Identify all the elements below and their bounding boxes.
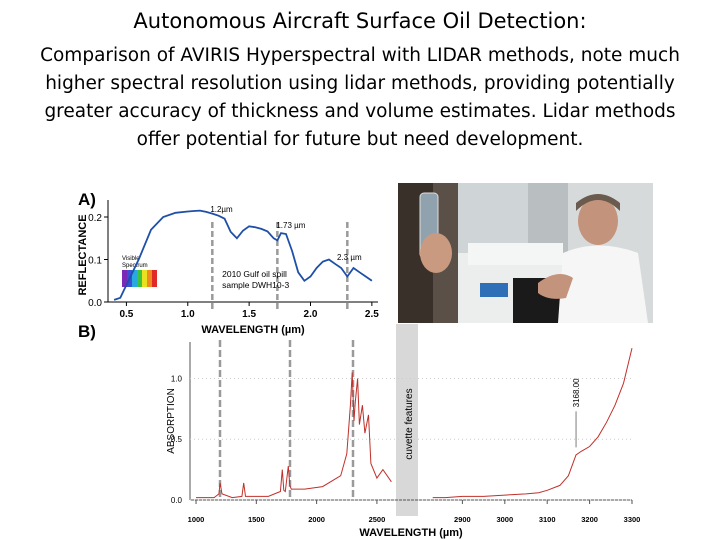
y-tick-label: 0.0 xyxy=(171,496,183,505)
x-axis-label: WAVELENGTH (µm) xyxy=(359,527,463,539)
spectrum-swatch xyxy=(142,270,147,287)
peak-label: 3168.00 xyxy=(572,378,581,407)
x-tick-label: 2.0 xyxy=(304,309,318,320)
spectrum-swatch xyxy=(122,270,127,287)
x-tick-label: 1.5 xyxy=(242,309,256,320)
y-tick-label: 0.0 xyxy=(88,298,102,309)
y-axis-label: REFLECTANCE xyxy=(77,214,89,295)
x-tick-label: 2900 xyxy=(454,515,471,524)
sample-label: 2010 Gulf oil spill xyxy=(222,269,287,279)
panel-a-label: A) xyxy=(78,190,96,209)
slide-title: Autonomous Aircraft Surface Oil Detectio… xyxy=(133,9,587,33)
x-tick-label: 1000 xyxy=(188,515,205,524)
y-tick-label: 0.5 xyxy=(171,435,183,444)
x-tick-label: 1500 xyxy=(248,515,265,524)
x-tick-label: 2000 xyxy=(308,515,325,524)
y-axis-label: ABSORPTION xyxy=(166,388,177,454)
reflectance-series-line xyxy=(113,209,373,301)
peak-annotation: 1.73 µm xyxy=(276,221,305,230)
cuvette-label: cuvette features xyxy=(404,388,415,459)
x-tick-label: 2.5 xyxy=(365,309,379,320)
reflectance-chart: 0.0 0.1 0.2 0.5 1.0 1.5 2.0 2.5 WAVELENGTH (µm) R… xyxy=(77,200,379,336)
peak-annotation: 1.2µm xyxy=(210,205,233,214)
slide-subtitle: Comparison of AVIRIS Hyperspectral with … xyxy=(40,45,680,150)
y-tick-label: 0.2 xyxy=(88,213,102,224)
x-tick-label: 3100 xyxy=(539,515,556,524)
x-tick-label: 3000 xyxy=(496,515,513,524)
cuvette-band xyxy=(396,324,418,516)
absorption-chart: 0.0 0.5 1.0 ABSORPTION cuvette features 1000 1… xyxy=(166,340,641,539)
panel-b-label: B) xyxy=(78,322,96,341)
lab-photo xyxy=(398,183,653,323)
spectrum-swatch xyxy=(137,270,142,287)
spectrum-swatch xyxy=(132,270,137,287)
x-tick-label: 3300 xyxy=(624,515,641,524)
y-tick-label: 1.0 xyxy=(171,374,183,383)
sample-label: sample DWH10-3 xyxy=(222,280,289,290)
x-axis-label: WAVELENGTH (µm) xyxy=(201,324,305,336)
absorption-series-line-right xyxy=(432,347,633,499)
x-tick-label: 0.5 xyxy=(119,309,133,320)
absorption-series-line-left xyxy=(196,372,392,499)
visible-spectrum-label: Visible xyxy=(122,256,140,262)
x-tick-label: 1.0 xyxy=(181,309,195,320)
spectrum-swatch xyxy=(152,270,157,287)
x-tick-label: 2500 xyxy=(369,515,386,524)
spectrum-swatch xyxy=(147,270,152,287)
y-tick-label: 0.1 xyxy=(88,256,102,267)
peak-annotation: 2.3 µm xyxy=(337,253,362,262)
x-tick-label: 3200 xyxy=(581,515,598,524)
